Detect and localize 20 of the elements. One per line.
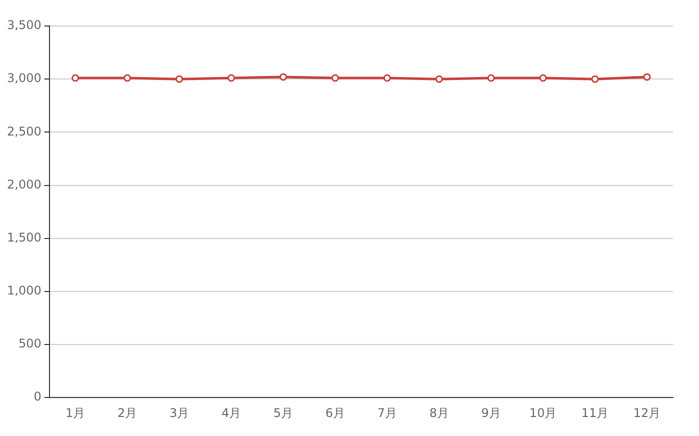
x-tick-label: 9月: [481, 406, 501, 420]
x-tick-label: 3月: [169, 406, 190, 420]
y-tick-label: 1,000: [6, 284, 42, 298]
x-tick-label: 10月: [529, 406, 557, 420]
y-tick-label: 3,500: [6, 18, 42, 32]
y-tick-label: 2,500: [6, 124, 42, 138]
x-tick-label: 4月: [221, 406, 242, 420]
x-tick-label: 7月: [377, 406, 397, 420]
y-tick-label: 500: [18, 336, 42, 351]
x-tick-label: 5月: [273, 406, 294, 420]
y-tick-label: 2,000: [6, 177, 42, 192]
x-tick-label: 6月: [325, 406, 346, 420]
y-tick-label: 1,500: [6, 230, 42, 244]
x-tick-label: 1月: [66, 406, 86, 420]
x-tick-label: 12月: [633, 406, 661, 420]
x-tick-label: 11月: [581, 406, 609, 420]
y-tick-label: 3,000: [6, 71, 42, 86]
x-tick-label: 8月: [429, 406, 449, 420]
y-tick-label: 0: [34, 390, 42, 404]
x-tick-label: 2月: [117, 406, 138, 420]
